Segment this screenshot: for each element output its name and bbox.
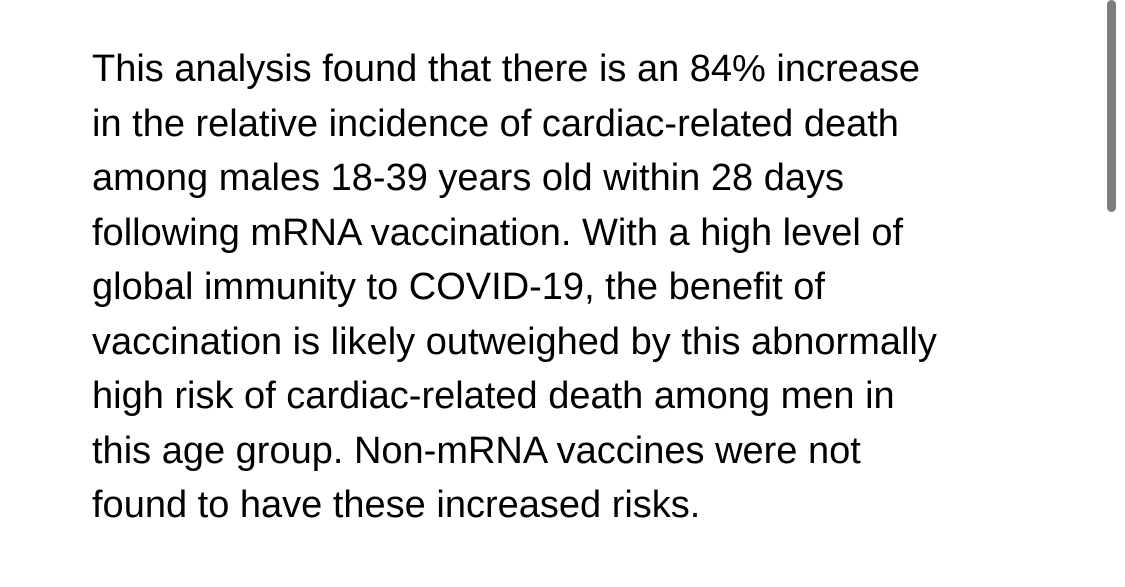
vertical-scrollbar[interactable]	[1107, 0, 1116, 212]
paragraph-line: following mRNA vaccination. With a high …	[92, 211, 904, 254]
paragraph-line: global immunity to COVID-19, the benefit…	[92, 266, 825, 308]
paragraph-line: in the relative incidence of cardiac-rel…	[92, 102, 899, 145]
paragraph-line: vaccination is likely outweighed by this…	[92, 320, 937, 363]
paragraph-line: among males 18-39 years old within 28 da…	[92, 157, 844, 199]
paragraph-line: high risk of cardiac-related death among…	[92, 375, 895, 417]
paragraph-line: This analysis found that there is an 84%…	[92, 48, 921, 90]
paragraph-line: found to have these increased risks.	[92, 484, 701, 526]
paragraph-line: this age group. Non-mRNA vaccines were n…	[92, 429, 861, 472]
body-paragraph: This analysis found that there is an 84%…	[92, 42, 1072, 533]
